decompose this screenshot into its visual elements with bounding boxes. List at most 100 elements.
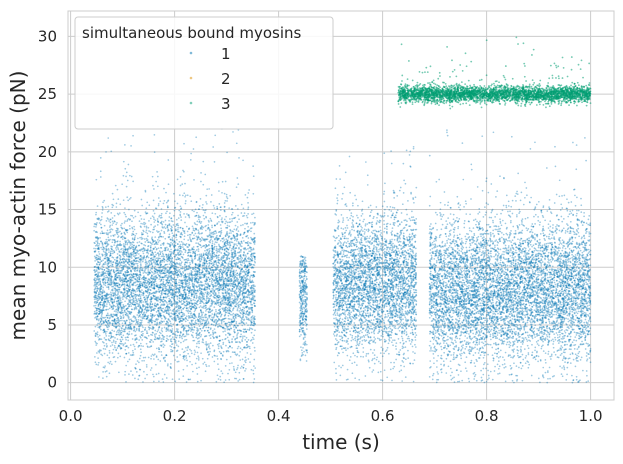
data-point [173,307,176,310]
data-point [111,301,114,304]
data-point [144,222,147,225]
data-point [178,286,181,289]
data-point [236,341,239,343]
data-point [250,227,253,229]
data-point [229,345,231,348]
data-point [164,237,167,240]
data-point [114,287,117,290]
data-point [234,371,237,374]
data-point [252,175,255,178]
data-point [158,334,161,337]
data-point [176,276,179,279]
data-point [170,296,173,299]
data-point [127,287,130,290]
data-point [112,322,114,325]
data-point [117,291,120,294]
data-point [204,249,206,252]
data-point [116,253,119,255]
data-point [235,142,238,145]
data-point [208,331,210,334]
data-point [111,192,114,195]
data-point [213,248,216,250]
data-point [177,251,179,254]
data-point [100,246,102,249]
data-point [151,331,154,334]
data-point [109,264,112,267]
data-point [111,238,114,241]
data-point [243,363,245,366]
data-point [125,287,128,290]
data-point [110,268,113,271]
data-point [94,260,96,262]
data-point [203,260,206,262]
data-point [193,310,196,313]
data-point [122,262,125,264]
data-point [145,260,147,263]
data-point [97,361,100,364]
data-point [222,341,225,344]
data-point [171,330,174,332]
data-point [210,310,213,312]
data-point [254,261,256,264]
data-point [211,224,213,227]
data-point [135,281,137,283]
data-point [145,310,148,312]
data-point [239,347,242,350]
data-point [253,291,256,294]
data-point [121,222,123,225]
data-point [122,160,125,163]
data-point [187,294,190,297]
data-point [241,242,243,244]
data-point [136,314,139,316]
data-point [145,306,147,309]
data-point [224,288,226,291]
data-point [119,338,122,341]
data-point [151,303,154,305]
data-point [194,299,196,302]
data-point [243,212,246,214]
data-point [182,289,185,292]
data-point [252,285,255,288]
data-point [114,184,117,187]
data-point [108,231,111,234]
data-point [222,350,225,353]
data-point [135,323,137,325]
data-point [199,335,202,338]
data-point [108,259,111,262]
data-point [165,354,167,356]
data-point [108,317,111,320]
data-point [111,241,114,244]
data-point [225,282,228,285]
data-point [184,194,187,197]
data-point [136,283,139,286]
data-point [180,309,183,311]
data-point [99,303,101,306]
data-point [128,321,131,324]
data-point [130,305,133,307]
data-point [170,278,172,281]
data-point [193,210,195,213]
data-point [205,347,208,349]
data-point [199,298,202,301]
data-point [124,220,126,222]
data-point [192,305,194,308]
data-point [188,306,190,309]
data-point [169,345,171,347]
data-point [124,213,127,216]
data-point [97,274,99,277]
data-point [104,261,106,264]
data-point [149,269,152,272]
data-point [129,218,131,221]
data-point [233,271,236,273]
data-point [95,178,98,181]
data-point [128,198,131,200]
data-point [94,340,97,343]
data-point [192,331,194,334]
data-point [178,334,181,337]
data-point [251,296,254,299]
data-point [184,182,186,185]
data-point [241,348,244,351]
data-point [142,252,145,255]
data-point [197,229,200,232]
data-point [247,345,250,348]
